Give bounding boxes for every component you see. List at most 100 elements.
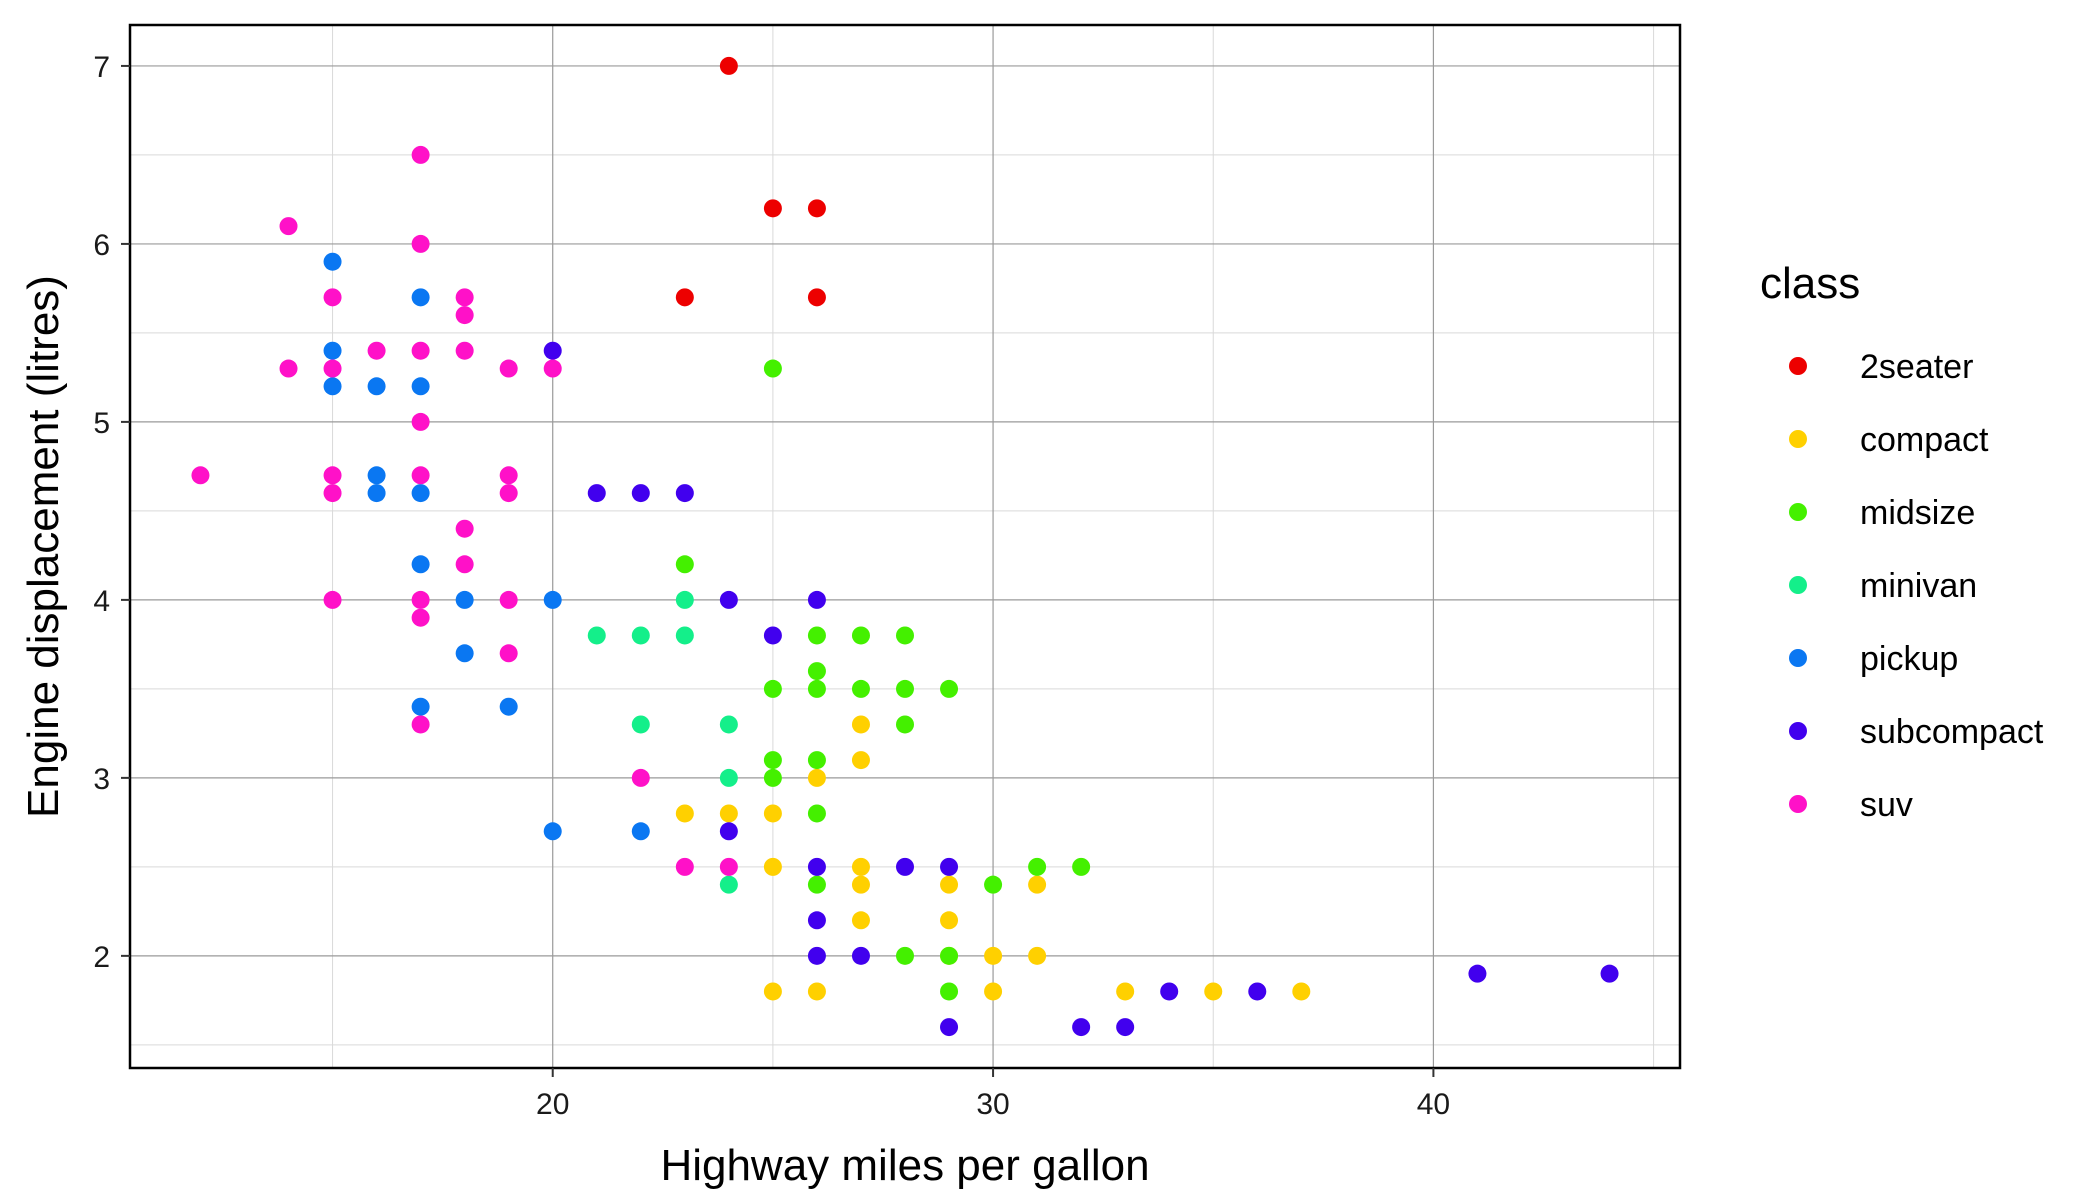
data-point-compact [719, 804, 738, 823]
data-point-midsize [807, 626, 826, 645]
data-point-subcompact [1116, 1018, 1135, 1037]
data-point-midsize [807, 875, 826, 894]
legend: class 2seater compact midsize minivan pickup… [1760, 259, 2044, 824]
data-point-suv [411, 341, 430, 360]
data-point-compact [1204, 982, 1223, 1001]
data-point-compact [851, 715, 870, 734]
data-points [191, 56, 1619, 1037]
y-tick-label: 7 [93, 51, 110, 84]
y-tick-label: 5 [93, 407, 110, 440]
data-point-suv [719, 857, 738, 876]
data-point-suv [323, 288, 342, 307]
data-point-subcompact [587, 484, 606, 503]
data-point-pickup [411, 555, 430, 574]
data-point-midsize [763, 359, 782, 378]
data-point-suv [543, 359, 562, 378]
data-point-subcompact [763, 626, 782, 645]
plot-panel-border [128, 23, 1682, 1070]
data-point-suv [411, 234, 430, 253]
y-tick-label: 4 [93, 585, 110, 618]
data-point-compact [851, 857, 870, 876]
legend-item-minivan: minivan [1789, 567, 1977, 605]
data-point-pickup [455, 644, 474, 663]
data-point-subcompact [543, 341, 562, 360]
data-point-suv [323, 590, 342, 609]
legend-label: subcompact [1860, 713, 2044, 751]
data-point-compact [807, 768, 826, 787]
data-point-suv [499, 484, 518, 503]
data-point-midsize [851, 679, 870, 698]
legend-key-pickup [1789, 649, 1807, 667]
data-point-compact [763, 857, 782, 876]
x-axis-ticks: 20 30 40 [536, 1068, 1450, 1121]
legend-key-minivan [1789, 576, 1807, 594]
data-point-suv [411, 715, 430, 734]
data-point-midsize [896, 679, 914, 698]
data-point-pickup [367, 484, 386, 503]
data-point-pickup [323, 377, 342, 396]
legend-items: 2seater compact midsize minivan pickup subcom… [1789, 348, 2044, 824]
legend-item-2seater: 2seater [1789, 348, 1973, 386]
data-point-suv [279, 359, 298, 378]
y-axis-title: Engine displacement (litres) [19, 275, 68, 818]
x-tick-label: 40 [1417, 1088, 1450, 1121]
data-point-midsize [807, 804, 826, 823]
data-point-minivan [719, 715, 738, 734]
legend-key-suv [1789, 795, 1807, 813]
data-point-minivan [719, 875, 738, 894]
data-point-2seater [807, 199, 826, 218]
data-point-subcompact [675, 484, 694, 503]
data-point-minivan [675, 626, 694, 645]
legend-key-2seater [1789, 357, 1807, 375]
data-point-midsize [1072, 857, 1091, 876]
data-point-subcompact [1160, 982, 1179, 1001]
data-point-compact [851, 875, 870, 894]
data-point-compact [1116, 982, 1135, 1001]
data-point-subcompact [1468, 964, 1487, 983]
data-point-subcompact [807, 590, 826, 609]
data-point-suv [411, 590, 430, 609]
data-point-subcompact [719, 590, 738, 609]
data-point-midsize [984, 875, 1003, 894]
data-point-subcompact [807, 911, 826, 930]
legend-label: compact [1860, 421, 1989, 459]
data-point-suv [455, 341, 474, 360]
y-tick-label: 3 [93, 763, 110, 796]
data-point-suv [411, 466, 430, 485]
x-axis-title: Highway miles per gallon [660, 1141, 1149, 1190]
legend-item-pickup: pickup [1789, 640, 1958, 678]
data-point-midsize [940, 679, 959, 698]
data-point-pickup [499, 697, 518, 716]
data-point-compact [851, 751, 870, 770]
legend-item-subcompact: subcompact [1789, 713, 2044, 751]
data-point-midsize [896, 715, 914, 734]
x-tick-label: 20 [536, 1088, 569, 1121]
data-point-suv [455, 519, 474, 538]
data-point-suv [367, 341, 386, 360]
legend-key-subcompact [1789, 722, 1807, 740]
data-point-suv [455, 288, 474, 307]
legend-key-compact [1789, 430, 1807, 448]
data-point-suv [191, 466, 210, 485]
data-point-compact [984, 982, 1003, 1001]
data-point-suv [411, 608, 430, 627]
data-point-suv [499, 359, 518, 378]
x-tick-label: 30 [976, 1088, 1009, 1121]
legend-label: pickup [1860, 640, 1958, 678]
data-point-subcompact [807, 857, 826, 876]
data-point-suv [323, 484, 342, 503]
legend-key-midsize [1789, 503, 1807, 521]
data-point-suv [499, 644, 518, 663]
data-point-compact [807, 982, 826, 1001]
data-point-suv [455, 555, 474, 574]
legend-label: suv [1860, 786, 1913, 824]
data-point-suv [411, 412, 430, 431]
data-point-minivan [631, 715, 650, 734]
data-point-compact [1028, 875, 1047, 894]
legend-item-suv: suv [1789, 786, 1913, 824]
data-point-minivan [719, 768, 738, 787]
data-point-2seater [763, 199, 782, 218]
legend-label: midsize [1860, 494, 1975, 532]
data-point-pickup [323, 252, 342, 271]
data-point-pickup [411, 697, 430, 716]
